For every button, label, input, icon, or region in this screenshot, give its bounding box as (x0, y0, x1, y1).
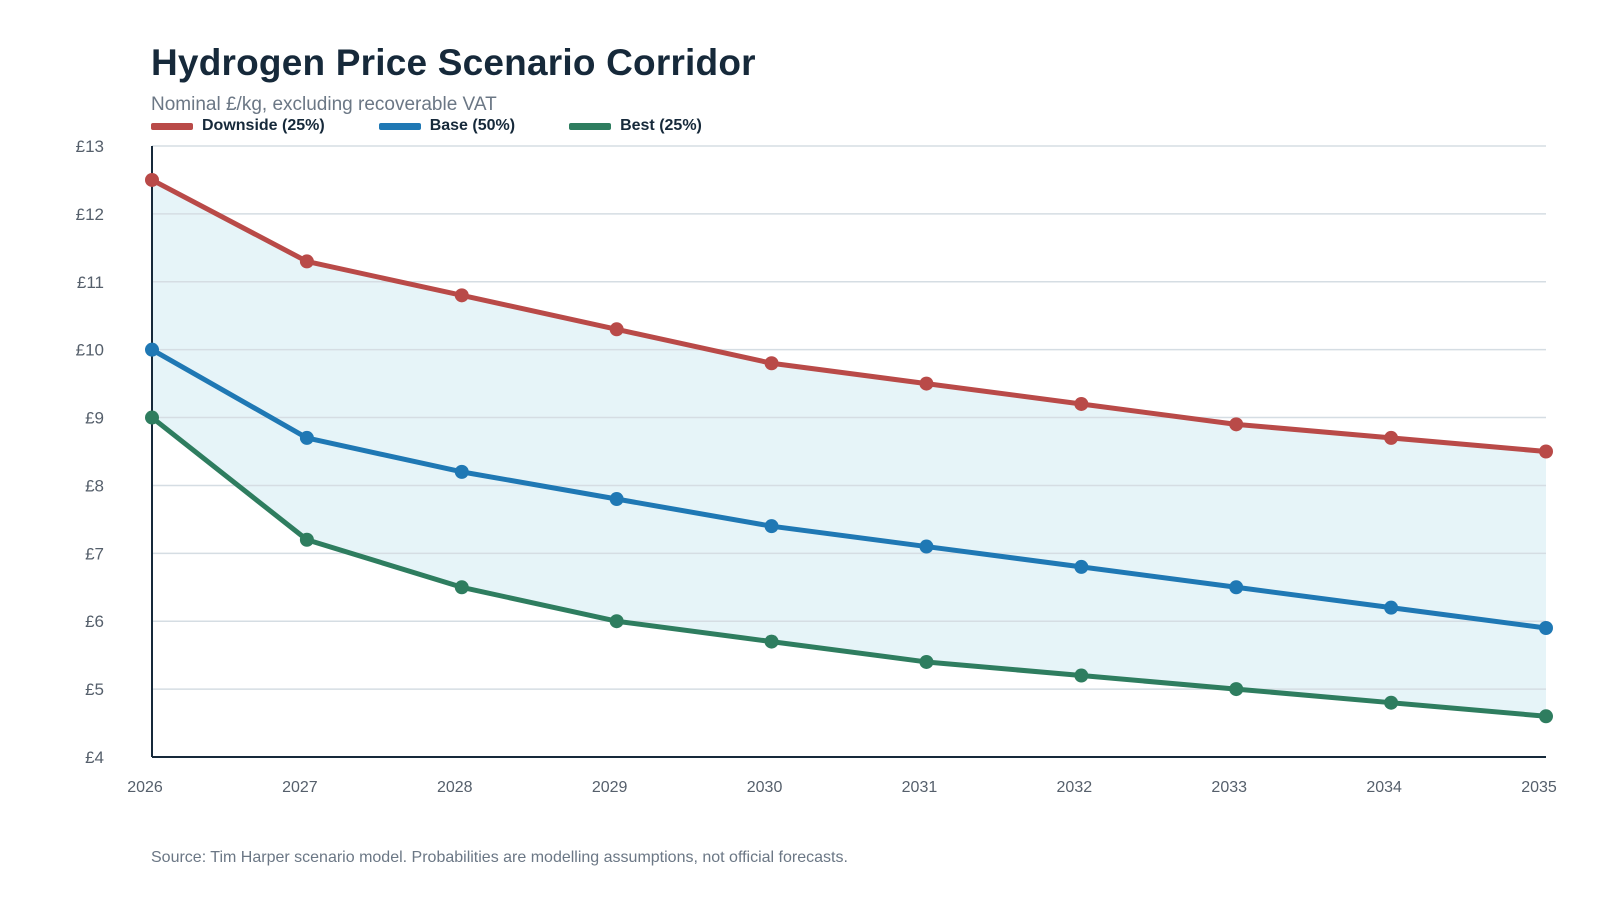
data-point-downside (145, 172, 159, 187)
legend-swatch-base (378, 122, 421, 130)
x-tick-label: 2032 (1057, 779, 1093, 796)
data-point-base (609, 492, 624, 507)
legend-label-best: Best (25%) (620, 117, 702, 134)
data-point-downside (919, 376, 934, 391)
series-line-downside (149, 177, 1549, 454)
x-tick-label: 2034 (1366, 779, 1402, 796)
y-tick-label: £5 (85, 680, 104, 699)
source-note: Source: Tim Harper scenario model. Proba… (151, 849, 848, 866)
data-point-best (609, 614, 624, 629)
data-point-base (299, 430, 314, 445)
y-tick-label: £6 (85, 612, 104, 631)
data-point-best (1384, 695, 1399, 710)
data-point-base (919, 539, 934, 554)
legend-swatch-best (569, 122, 612, 130)
data-point-base (454, 464, 469, 479)
data-point-best (919, 654, 934, 669)
data-point-best (1074, 668, 1089, 683)
data-point-downside (299, 254, 314, 269)
y-tick-label: £9 (85, 409, 104, 428)
data-point-base (764, 519, 779, 534)
data-point-downside (454, 288, 469, 303)
data-point-base (1539, 621, 1553, 636)
data-point-base (1229, 580, 1244, 595)
legend-label-base: Base (50%) (429, 117, 516, 134)
data-point-downside (1384, 430, 1399, 445)
data-point-base (1074, 559, 1089, 574)
data-point-best (454, 580, 469, 595)
data-point-downside (609, 322, 624, 337)
legend-item-best: Best (25%) (569, 117, 702, 135)
legend: Downside (25%) Base (50%) Best (25%) (151, 115, 756, 137)
x-tick-label: 2031 (902, 779, 938, 796)
y-tick-label: £10 (76, 341, 104, 360)
data-point-best (1539, 709, 1553, 724)
x-tick-label: 2026 (127, 779, 163, 796)
data-point-best (299, 532, 314, 547)
data-point-downside (1539, 444, 1553, 459)
x-tick-label: 2027 (282, 779, 318, 796)
x-tick-label: 2033 (1211, 779, 1247, 796)
data-point-downside (764, 356, 779, 371)
data-point-base (1384, 600, 1399, 615)
data-point-downside (1074, 396, 1089, 411)
x-tick-label: 2035 (1521, 779, 1557, 796)
y-tick-label: £13 (76, 137, 104, 156)
y-tick-label: £8 (85, 476, 104, 495)
data-point-best (764, 634, 779, 649)
x-tick-label: 2029 (592, 779, 628, 796)
legend-swatch-downside (151, 122, 193, 130)
legend-item-base: Base (50%) (378, 117, 516, 135)
x-tick-label: 2028 (437, 779, 473, 796)
data-point-base (145, 342, 159, 357)
legend-item-downside: Downside (25%) (151, 117, 325, 135)
data-point-best (1229, 682, 1244, 697)
y-tick-label: £4 (85, 748, 104, 767)
y-tick-label: £12 (76, 205, 104, 224)
series-line-base (149, 347, 1549, 631)
y-tick-label: £11 (77, 273, 104, 292)
chart-subtitle: Nominal £/kg, excluding recoverable VAT (151, 94, 497, 115)
y-tick-label: £7 (85, 544, 104, 563)
data-point-best (145, 410, 159, 425)
series-line-best (149, 415, 1549, 719)
legend-label-downside: Downside (25%) (202, 117, 325, 134)
data-point-downside (1229, 417, 1244, 432)
chart-title: Hydrogen Price Scenario Corridor (151, 42, 756, 83)
x-tick-label: 2030 (747, 779, 783, 796)
